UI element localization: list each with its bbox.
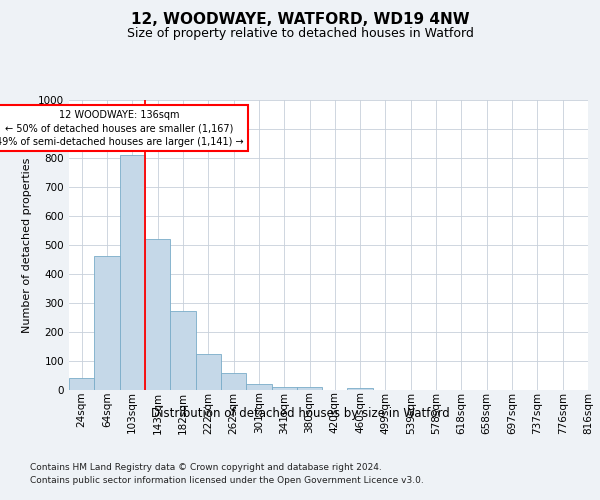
Bar bbox=[94, 256, 119, 390]
Text: Size of property relative to detached houses in Watford: Size of property relative to detached ho… bbox=[127, 28, 473, 40]
Bar bbox=[297, 386, 322, 390]
Text: Distribution of detached houses by size in Watford: Distribution of detached houses by size … bbox=[151, 408, 449, 420]
Bar bbox=[196, 354, 221, 390]
Bar bbox=[246, 384, 272, 390]
Y-axis label: Number of detached properties: Number of detached properties bbox=[22, 158, 32, 332]
Bar bbox=[272, 386, 297, 390]
Bar bbox=[145, 239, 170, 390]
Bar bbox=[69, 378, 94, 390]
Bar bbox=[221, 374, 246, 390]
Bar bbox=[347, 388, 373, 390]
Bar bbox=[170, 311, 196, 390]
Bar bbox=[119, 155, 145, 390]
Text: 12 WOODWAYE: 136sqm
← 50% of detached houses are smaller (1,167)
49% of semi-det: 12 WOODWAYE: 136sqm ← 50% of detached ho… bbox=[0, 110, 244, 146]
Text: Contains public sector information licensed under the Open Government Licence v3: Contains public sector information licen… bbox=[30, 476, 424, 485]
Text: Contains HM Land Registry data © Crown copyright and database right 2024.: Contains HM Land Registry data © Crown c… bbox=[30, 462, 382, 471]
Text: 12, WOODWAYE, WATFORD, WD19 4NW: 12, WOODWAYE, WATFORD, WD19 4NW bbox=[131, 12, 469, 28]
